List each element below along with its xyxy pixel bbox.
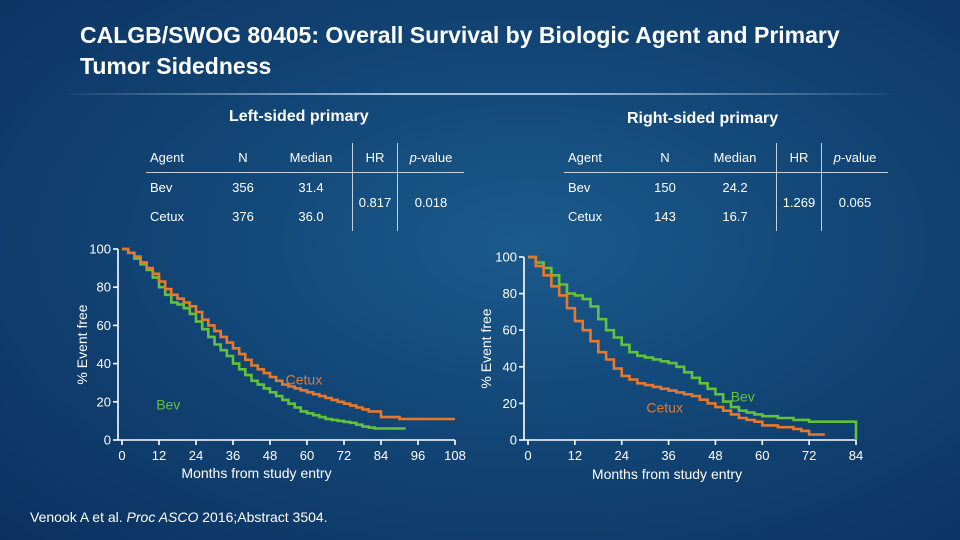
x-tick-label: 24 xyxy=(189,448,203,463)
row-median: 36.0 xyxy=(298,209,324,224)
p-letter: p xyxy=(409,150,417,165)
right-stats-table: Agent N Median HR p-value Bev 150 24.2 1… xyxy=(564,143,888,231)
row-median: 24.2 xyxy=(694,172,777,202)
x-axis-title: Months from study entry xyxy=(181,465,331,481)
table-row: Cetux 376 36.0 xyxy=(146,202,464,231)
row-agent: Cetux xyxy=(150,209,184,224)
hr-value: 1.269 xyxy=(776,172,822,231)
table-header-row: Agent N Median HR p-value xyxy=(146,143,464,173)
header-hr: HR xyxy=(352,143,398,173)
p-value: 0.018 xyxy=(397,172,464,231)
header-agent: Agent xyxy=(150,150,184,165)
x-tick-label: 60 xyxy=(300,448,314,463)
y-tick-label: 100 xyxy=(89,242,111,257)
table-row: Bev 150 24.2 1.269 0.065 xyxy=(564,172,888,231)
row-n: 376 xyxy=(232,209,254,224)
km-curve-cetux xyxy=(122,247,455,421)
y-tick-label: 80 xyxy=(97,280,111,295)
table-header-row: Agent N Median HR p-value xyxy=(564,143,888,173)
header-p-value: p-value xyxy=(821,143,888,173)
y-tick-label: 60 xyxy=(97,318,111,333)
x-tick-label: 84 xyxy=(374,448,388,463)
row-agent: Bev xyxy=(564,172,636,202)
row-n: 143 xyxy=(654,209,676,224)
p-letter: p xyxy=(833,150,841,165)
y-axis-title: % Event free xyxy=(74,304,90,384)
row-median: 16.7 xyxy=(722,209,748,224)
header-median: Median xyxy=(713,150,757,165)
x-tick-label: 48 xyxy=(263,448,277,463)
row-agent: Bev xyxy=(146,172,216,202)
table-row: Cetux 143 16.7 xyxy=(564,202,888,231)
x-tick-label: 72 xyxy=(337,448,351,463)
row-agent: Cetux xyxy=(568,209,602,224)
header-agent: Agent xyxy=(568,150,602,165)
series-label-bev: Bev xyxy=(156,396,180,412)
right-panel-title: Right-sided primary xyxy=(627,110,779,127)
row-n: 150 xyxy=(636,172,694,202)
header-n: N xyxy=(660,150,670,165)
y-tick-label: 20 xyxy=(97,394,111,409)
header-median: Median xyxy=(289,150,333,165)
x-tick-label: 36 xyxy=(226,448,240,463)
x-tick-label: 0 xyxy=(118,448,125,463)
row-n: 356 xyxy=(216,172,270,202)
p-suffix: -value xyxy=(416,150,453,165)
slide-title: CALGB/SWOG 80405: Overall Survival by Bi… xyxy=(80,22,840,79)
x-tick-label: 12 xyxy=(152,448,166,463)
header-hr: HR xyxy=(776,143,822,173)
title-divider xyxy=(70,93,890,95)
hr-value: 0.817 xyxy=(352,172,398,231)
x-tick-label: 96 xyxy=(411,448,425,463)
left-panel-title: Left-sided primary xyxy=(229,108,369,125)
header-p-value: p-value xyxy=(397,143,464,173)
series-label-cetux: Cetux xyxy=(286,372,323,388)
row-median: 31.4 xyxy=(270,172,353,202)
y-tick-label: 40 xyxy=(97,356,111,371)
citation-details: 2016;Abstract 3504. xyxy=(198,509,328,525)
x-tick-label: 108 xyxy=(444,448,466,463)
citation-authors: Venook A et al. xyxy=(30,509,127,525)
km-curve-bev xyxy=(122,247,406,430)
p-suffix: -value xyxy=(840,150,877,165)
citation: Venook A et al. Proc ASCO 2016;Abstract … xyxy=(30,509,328,525)
citation-journal: Proc ASCO xyxy=(126,509,199,525)
header-n: N xyxy=(238,150,248,165)
table-row: Bev 356 31.4 0.817 0.018 xyxy=(146,172,464,231)
y-tick-label: 0 xyxy=(104,433,111,448)
left-stats-table: Agent N Median HR p-value Bev 356 31.4 0… xyxy=(146,143,464,231)
p-value: 0.065 xyxy=(821,172,888,231)
